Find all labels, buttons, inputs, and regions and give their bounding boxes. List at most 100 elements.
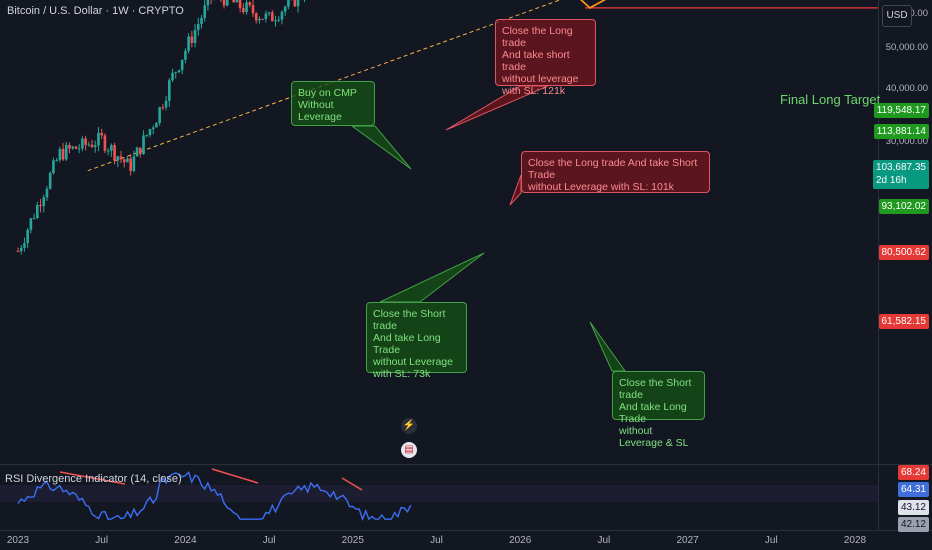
candle [161,107,165,109]
annotation-buy-line: Without Leverage [298,99,342,123]
candle [168,80,171,101]
annotation-buy-line: Buy on CMP [298,87,357,99]
candle [100,132,103,136]
candle [261,18,264,20]
final-long-target-label: Final Long Target [780,92,881,107]
candle [258,18,261,21]
annotation-close-short-1: Close the Short trade And take Long Trad… [366,302,467,380]
candle [293,0,297,7]
candle [274,20,277,22]
projection-path [579,0,607,9]
x-tick-label: 2023 [7,535,30,546]
lightning-event-icon[interactable]: ⚡ [401,418,417,434]
candle [158,107,161,124]
rsi-divergence-line [341,477,363,491]
candle [110,145,113,151]
candle [277,19,281,21]
candle [42,197,46,207]
candle [26,229,29,244]
annotation-line: without Leverage & SL [619,425,689,449]
candle [68,144,71,149]
candle [135,147,139,157]
rsi-label-3: 43.12 [897,500,929,515]
candle [177,70,181,73]
x-tick-label: 2028 [844,535,867,546]
price-label-113881: 113,881.14 [873,124,929,139]
rsi-label-2: 64.31 [897,482,929,497]
candle [129,158,132,171]
candle [55,160,58,162]
candle [87,144,91,146]
price-label-61582: 61,582.15 [878,314,929,329]
y-tick-label: 30,000.00 [886,136,928,147]
candle [225,0,229,6]
candle [122,159,126,163]
candle [232,0,235,3]
candle [264,13,268,19]
candle [16,251,20,253]
candle [238,0,242,8]
candle [164,100,168,108]
rsi-line [17,470,412,522]
candle [190,36,194,43]
rsi-band [0,485,878,502]
x-tick-label: Jul [263,535,276,546]
candle [200,18,203,24]
candle [97,132,100,146]
candle [142,135,145,155]
annotation-pointer [445,85,549,131]
candle [103,135,107,151]
candle [251,5,255,14]
y-tick-label: 40,000.00 [886,83,928,94]
candle [64,144,68,160]
candle [77,148,81,150]
candle [245,2,248,13]
candle [116,156,120,161]
candle [23,243,26,248]
chart-title: Bitcoin / U.S. Dollar · 1W · CRYPTO [7,5,184,17]
candle [45,188,49,198]
annotation-close-short-2: Close the Short trade And take Long Trad… [612,371,705,449]
annotation-line: with SL: 73k [373,368,431,380]
candle [254,13,258,21]
current-price-label: 103,687.35 2d 16h [872,160,929,189]
candle [32,217,36,219]
x-tick-label: 2027 [676,535,699,546]
x-tick-label: 2026 [509,535,532,546]
x-tick-label: Jul [598,535,611,546]
candle [196,23,200,30]
annotation-pointer [589,321,626,372]
candle [145,135,149,137]
annotation-close-long-1: Close the Long trade And take short trad… [495,19,596,97]
candle [84,138,87,145]
annotation-line: And take short trade [502,49,570,73]
candle [106,150,110,152]
candle [174,72,178,74]
annotation-line: And take Long Trade [619,401,687,425]
candle [81,138,84,149]
annotation-line: without Leverage with SL: 101k [528,181,674,193]
candle [93,145,97,148]
annotation-pointer [350,125,412,170]
annotation-close-long-2: Close the Long trade And take Short Trad… [521,151,710,193]
annotation-pointer [379,252,485,303]
candle [187,36,190,51]
price-label-119548: 119,548.17 [873,103,929,118]
currency-button[interactable]: USD [882,5,912,27]
annotation-line: without leverage [502,73,579,85]
rsi-divergence-line [211,468,259,484]
candle [139,147,142,155]
candle [39,204,42,207]
annotation-buy: Buy on CMP Without Leverage [291,81,375,126]
candle [119,156,123,160]
rsi-pane [0,465,878,530]
candle [267,12,271,14]
annotation-line: with SL: 121k [502,85,566,97]
x-tick-label: Jul [95,535,108,546]
candle [90,144,94,148]
candle [242,7,245,13]
candle [296,0,300,7]
us-flag-event-icon[interactable]: ▤ [401,442,417,458]
price-label-80500: 80,500.62 [878,245,929,260]
